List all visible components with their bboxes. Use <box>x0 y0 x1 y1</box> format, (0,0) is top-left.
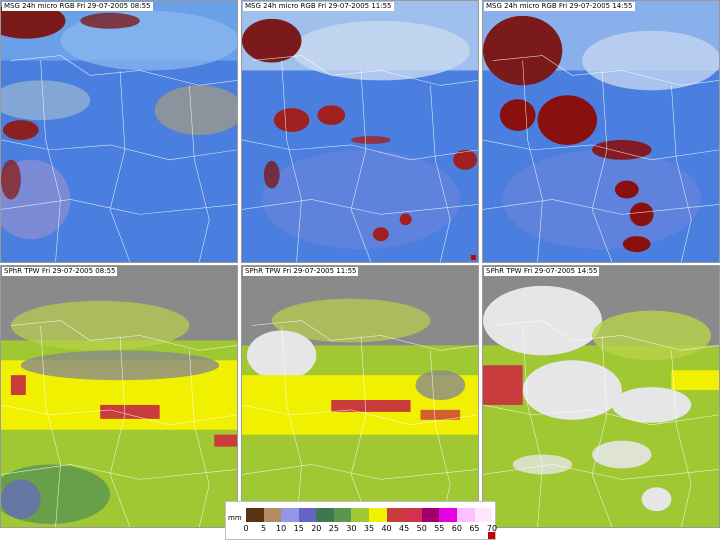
legend-swatch <box>281 508 299 522</box>
legend-tick-label: 0 <box>243 524 249 533</box>
legend-swatch <box>316 508 334 522</box>
legend-tick-label: 5 <box>261 524 267 533</box>
legend-swatch <box>298 508 317 522</box>
legend-swatch <box>386 508 405 522</box>
rgb-map-1455 <box>483 1 719 262</box>
tpw-map-1155 <box>242 266 478 527</box>
legend-tick-label: 55 <box>434 524 445 533</box>
legend-swatch <box>351 508 370 522</box>
legend-tick-label: 20 <box>311 524 322 533</box>
tpw-panel-0855: SPhR TPW Fri 29-07-2005 08:55 <box>0 265 238 528</box>
legend-unit: mm <box>228 514 242 522</box>
panel-label: MSG 24h micro RGB Fri 29-07-2005 14:55 <box>484 2 635 11</box>
tpw-map-1455 <box>483 266 719 527</box>
tpw-panel-1455: SPhR TPW Fri 29-07-2005 14:55 <box>482 265 720 528</box>
legend-swatch <box>404 508 422 522</box>
legend-tick-label: 15 <box>293 524 304 533</box>
legend-tick-label: 60 <box>451 524 462 533</box>
legend-swatch <box>246 508 264 522</box>
panel-label: SPhR TPW Fri 29-07-2005 11:55 <box>243 267 359 276</box>
rgb-map-0855 <box>1 1 237 262</box>
panel-label: MSG 24h micro RGB Fri 29-07-2005 08:55 <box>2 2 153 11</box>
legend-swatch <box>369 508 387 522</box>
rgb-panel-1155: MSG 24h micro RGB Fri 29-07-2005 11:55 <box>241 0 479 263</box>
rgb-panel-1455: MSG 24h micro RGB Fri 29-07-2005 14:55 <box>482 0 720 263</box>
legend-tick-label: 50 <box>416 524 427 533</box>
legend-tick-label: 45 <box>399 524 410 533</box>
legend-tick-label: 25 <box>328 524 339 533</box>
rgb-map-1155 <box>242 1 478 262</box>
tpw-panel-1155: SPhR TPW Fri 29-07-2005 11:55 <box>241 265 479 528</box>
legend-swatch <box>456 508 475 522</box>
legend-swatch <box>263 508 282 522</box>
legend-tick-label: 70 <box>486 524 498 533</box>
legend-swatch <box>474 508 493 522</box>
legend-tick-label: 35 <box>363 524 375 533</box>
corner-marker <box>471 255 476 260</box>
panel-label: MSG 24h micro RGB Fri 29-07-2005 11:55 <box>243 2 394 11</box>
legend-tick-label: 30 <box>346 524 357 533</box>
legend-tick-label: 40 <box>381 524 392 533</box>
legend-color-bar <box>246 508 493 522</box>
rgb-panel-0855: MSG 24h micro RGB Fri 29-07-2005 08:55 <box>0 0 238 263</box>
tpw-color-legend: mm 0 5 10 15 20 25 30 35 40 45 50 55 60 65 70 <box>225 501 497 540</box>
legend-tick-label: 10 <box>276 524 287 533</box>
tpw-map-0855 <box>1 266 237 527</box>
legend-swatch <box>421 508 440 522</box>
legend-tick-label: 65 <box>469 524 480 533</box>
legend-ticks: 0 5 10 15 20 25 30 35 40 45 50 55 60 65 70 <box>243 524 497 536</box>
legend-end-marker <box>488 532 495 539</box>
panel-label: SPhR TPW Fri 29-07-2005 08:55 <box>2 267 118 276</box>
legend-swatch <box>439 508 457 522</box>
panel-label: SPhR TPW Fri 29-07-2005 14:55 <box>484 267 600 276</box>
legend-swatch <box>333 508 352 522</box>
